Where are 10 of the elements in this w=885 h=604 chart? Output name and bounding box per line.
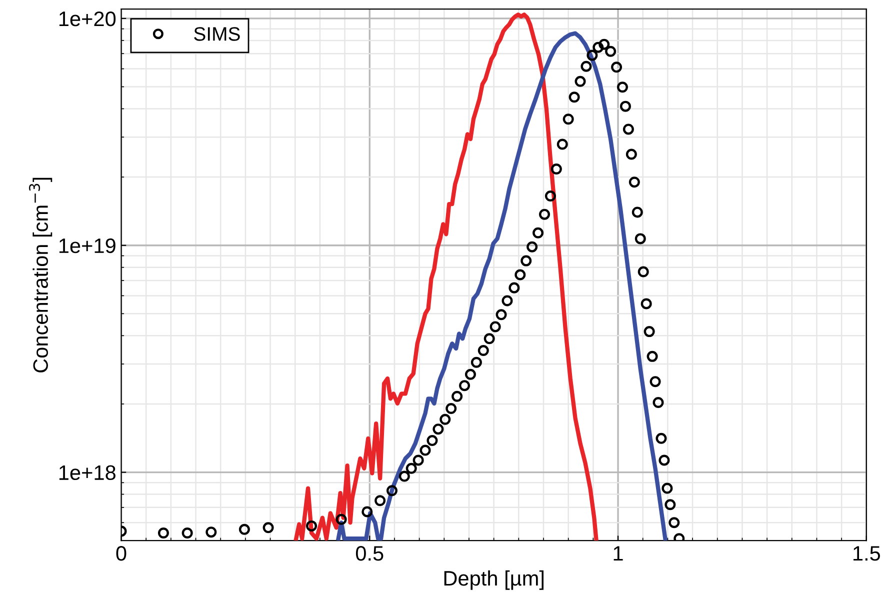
x-tick-label: 0.5	[356, 546, 384, 561]
x-axis-title: Depth [µm]	[444, 570, 544, 590]
legend-label: SIMS	[194, 27, 240, 41]
x-tick-label: 0	[116, 546, 126, 561]
y-axis-title: Concentration [cm$^{−3}$]	[28, 178, 52, 372]
y-tick-label: 1e+19	[59, 238, 116, 254]
x-tick-label: 1	[614, 546, 623, 561]
x-tick-label: 1.5	[854, 546, 880, 561]
y-tick-label: 1e+20	[59, 11, 116, 26]
y-tick-label: 1e+18	[59, 465, 116, 480]
